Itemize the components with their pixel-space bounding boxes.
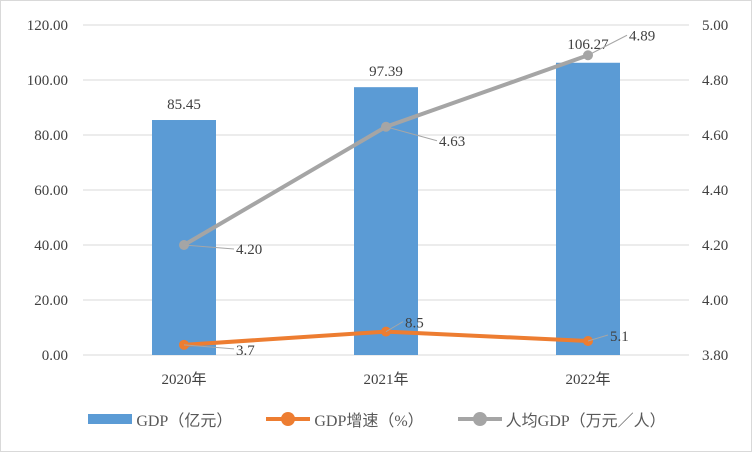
x-tick-label: 2021年 — [363, 371, 408, 388]
growth-data-label: 5.1 — [610, 329, 629, 345]
x-tick-label: 2020年 — [161, 371, 206, 388]
legend-swatch-bar — [88, 414, 133, 424]
legend-label: GDP（亿元） — [136, 413, 233, 430]
y-right-tick-label: 3.80 — [702, 348, 728, 364]
y-right-tick-label: 4.80 — [702, 73, 728, 89]
label-leader — [587, 334, 609, 342]
legend-item-percapita: 人均GDP（万元／人） — [457, 407, 666, 431]
legend-item-growth: GDP增速（%） — [266, 407, 424, 431]
legend-label: 人均GDP（万元／人） — [505, 413, 666, 430]
label-leader — [385, 321, 404, 333]
y-right-tick-label: 5.00 — [702, 18, 728, 34]
y-right-tick-label: 4.60 — [702, 128, 728, 144]
bar-gdp — [556, 62, 620, 355]
y-left-tick-label: 40.00 — [34, 238, 68, 254]
y-left-tick-label: 0.00 — [42, 348, 68, 364]
y-right-tick-label: 4.40 — [702, 183, 728, 199]
y-left-tick-label: 80.00 — [34, 128, 68, 144]
y-left-tick-label: 20.00 — [34, 293, 68, 309]
per-capita-data-label: 4.20 — [236, 242, 262, 258]
per-capita-data-label: 4.89 — [629, 28, 655, 44]
bar-gdp — [152, 120, 216, 355]
legend-item-gdp: GDP（亿元） — [88, 407, 232, 431]
bar-data-label: 106.27 — [567, 37, 609, 53]
legend-swatch-line — [266, 412, 311, 426]
legend: GDP（亿元） GDP增速（%） 人均GDP（万元／人） — [1, 407, 751, 431]
y-right-tick-label: 4.00 — [702, 293, 728, 309]
legend-label: GDP增速（%） — [314, 413, 424, 430]
y-left-tick-label: 100.00 — [27, 73, 68, 89]
growth-data-label: 8.5 — [405, 316, 424, 332]
per-capita-data-label: 4.63 — [439, 134, 465, 150]
bar-data-label: 97.39 — [369, 64, 403, 80]
growth-data-label: 3.7 — [236, 343, 255, 359]
y-left-tick-label: 60.00 — [34, 183, 68, 199]
label-leader — [183, 344, 235, 350]
x-tick-label: 2022年 — [565, 371, 610, 388]
legend-swatch-line — [457, 412, 502, 426]
y-left-tick-label: 120.00 — [27, 18, 68, 34]
bar-data-label: 85.45 — [167, 97, 201, 113]
bar-gdp — [354, 87, 418, 356]
label-leader — [385, 126, 438, 142]
label-leader — [183, 244, 235, 250]
label-leader — [587, 34, 628, 56]
y-right-tick-label: 4.20 — [702, 238, 728, 254]
